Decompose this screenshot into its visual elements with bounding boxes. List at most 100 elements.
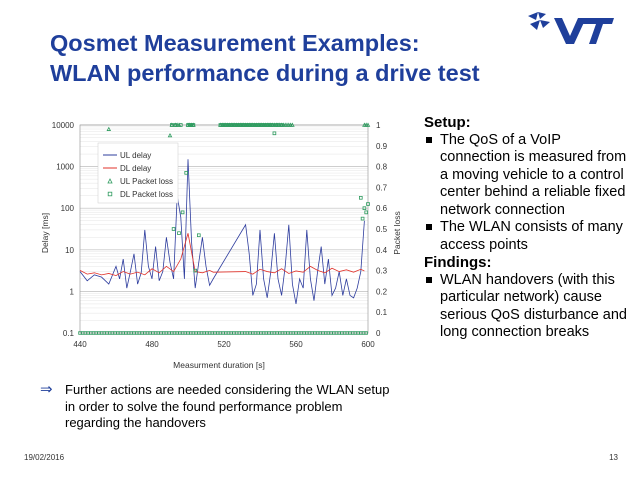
y2-tick-label: 0.5 xyxy=(376,225,388,234)
dl-packet-loss-marker xyxy=(241,123,246,127)
series-line-dl-delay xyxy=(79,233,365,277)
dl-packet-loss-marker xyxy=(259,123,264,127)
legend-label: UL delay xyxy=(120,151,151,160)
dl-packet-loss-marker xyxy=(220,123,225,127)
packet-loss-baseline-marker xyxy=(364,331,368,335)
y2-tick-label: 0.2 xyxy=(376,287,388,296)
x-tick-label: 440 xyxy=(73,340,87,349)
y2-tick-label: 0.4 xyxy=(376,246,388,255)
y2-tick-label: 0 xyxy=(376,329,381,338)
series-line-ul-delay xyxy=(79,159,365,304)
y2-tick-label: 0.6 xyxy=(376,204,388,213)
plot-area xyxy=(78,122,371,335)
dl-packet-loss-marker xyxy=(232,123,237,127)
ul-packet-loss-marker xyxy=(365,122,371,127)
dl-packet-loss-marker xyxy=(270,123,275,127)
dl-packet-loss-marker xyxy=(234,123,239,127)
legend-label: DL Packet loss xyxy=(120,190,173,199)
y2-tick-label: 0.1 xyxy=(376,308,388,317)
y2-tick-label: 0.7 xyxy=(376,183,388,192)
dl-packet-loss-marker xyxy=(252,123,257,127)
y-tick-label: 10000 xyxy=(52,121,75,130)
dl-packet-loss-marker xyxy=(180,210,185,215)
dl-packet-loss-marker xyxy=(364,210,368,215)
dl-packet-loss-marker xyxy=(245,123,250,127)
setup-item: The QoS of a VoIP connection is measured… xyxy=(424,132,629,220)
y-tick-label: 0.1 xyxy=(63,329,75,338)
setup-heading: Setup: xyxy=(424,114,471,131)
dl-packet-loss-marker xyxy=(196,233,201,238)
setup-list: The QoS of a VoIP connection is measured… xyxy=(424,132,629,255)
y2-tick-label: 0.8 xyxy=(376,163,388,172)
setup-panel: Setup: The QoS of a VoIP connection is m… xyxy=(424,114,629,342)
x-tick-label: 480 xyxy=(145,340,159,349)
dl-packet-loss-marker xyxy=(193,268,198,273)
y-tick-label: 1 xyxy=(70,287,75,296)
x-tick-label: 560 xyxy=(289,340,303,349)
dl-packet-loss-marker xyxy=(191,123,196,127)
dl-packet-loss-marker xyxy=(274,123,278,127)
dl-packet-loss-marker xyxy=(189,123,194,127)
dl-packet-loss-marker xyxy=(279,123,284,127)
chart-legend: UL delay DL delay UL Packet loss DL Packet … xyxy=(97,142,179,204)
dl-packet-loss-marker xyxy=(250,123,255,127)
dl-packet-loss-marker xyxy=(223,123,228,127)
dl-packet-loss-marker xyxy=(358,196,363,200)
dl-packet-loss-marker xyxy=(360,216,365,221)
dl-packet-loss-marker xyxy=(187,123,192,127)
dl-packet-loss-marker xyxy=(366,202,370,206)
ul-packet-loss-marker xyxy=(167,132,173,138)
axis-ticks: 0.1 1 10 100 1000 10000 0 0.1 0.2 0.3 0.4 0.5 0.6 0.7… xyxy=(52,121,388,349)
right-double-arrow-icon: ⇒ xyxy=(40,381,53,398)
ul-packet-loss-marker xyxy=(290,122,295,127)
findings-list: WLAN handovers (with this particular net… xyxy=(424,272,629,342)
dl-packet-loss-marker xyxy=(276,123,280,127)
y-tick-label: 1000 xyxy=(56,163,74,172)
dl-packet-loss-marker xyxy=(177,231,181,235)
dl-packet-loss-marker xyxy=(184,171,189,175)
dl-packet-loss-marker xyxy=(178,123,183,127)
y2-tick-label: 1 xyxy=(376,121,381,130)
page-number: 13 xyxy=(609,453,618,462)
dl-packet-loss-marker xyxy=(171,227,176,231)
findings-item: WLAN handovers (with this particular net… xyxy=(424,272,629,342)
dl-packet-loss-marker xyxy=(268,123,273,127)
dl-packet-loss-marker xyxy=(225,123,230,127)
dl-packet-loss-marker xyxy=(236,123,241,127)
y2-tick-label: 0.3 xyxy=(376,267,388,276)
conclusion-text: Further actions are needed considering t… xyxy=(65,382,390,430)
legend-label: UL Packet loss xyxy=(120,177,173,186)
y-tick-label: 100 xyxy=(61,204,75,213)
legend-triangle-swatch xyxy=(107,178,113,184)
title-line-2: WLAN performance during a drive test xyxy=(50,60,480,86)
dl-packet-loss-marker xyxy=(218,123,223,127)
legend-label: DL delay xyxy=(120,164,151,173)
delay-packet-loss-chart: 0.1 1 10 100 1000 10000 0 0.1 0.2 0.3 0.4 0.5 0.6 0.7… xyxy=(40,121,402,370)
dl-packet-loss-marker xyxy=(238,123,243,127)
y-tick-label: 10 xyxy=(65,246,74,255)
legend-square-swatch xyxy=(107,191,113,197)
dl-packet-loss-marker xyxy=(247,123,252,127)
dl-packet-loss-marker xyxy=(173,123,178,127)
dl-packet-loss-marker xyxy=(243,123,248,127)
x-axis-label: Measurment duration [s] xyxy=(173,360,265,370)
x-tick-label: 600 xyxy=(361,340,375,349)
dl-packet-loss-marker xyxy=(229,123,234,127)
slide-title: Qosmet Measurement Examples: WLAN perfor… xyxy=(50,28,480,88)
dl-packet-loss-marker xyxy=(272,131,277,136)
slide-date: 19/02/2016 xyxy=(24,453,65,462)
findings-heading: Findings: xyxy=(424,254,492,271)
dl-packet-loss-marker xyxy=(227,123,232,127)
legend-box xyxy=(97,142,179,204)
y2-axis-label: Packet loss xyxy=(392,211,402,254)
dl-packet-loss-marker xyxy=(265,123,269,127)
y-axis-label: Delay [ms] xyxy=(40,213,50,253)
dl-packet-loss-marker xyxy=(362,206,367,211)
y2-tick-label: 0.9 xyxy=(376,142,388,151)
dl-packet-loss-marker xyxy=(256,123,260,127)
conclusion-note: ⇒ Further actions are needed considering… xyxy=(40,381,400,432)
vtt-logo-icon xyxy=(528,12,614,44)
title-line-1: Qosmet Measurement Examples: xyxy=(50,30,420,56)
dl-packet-loss-marker xyxy=(169,123,174,127)
x-tick-label: 520 xyxy=(217,340,231,349)
